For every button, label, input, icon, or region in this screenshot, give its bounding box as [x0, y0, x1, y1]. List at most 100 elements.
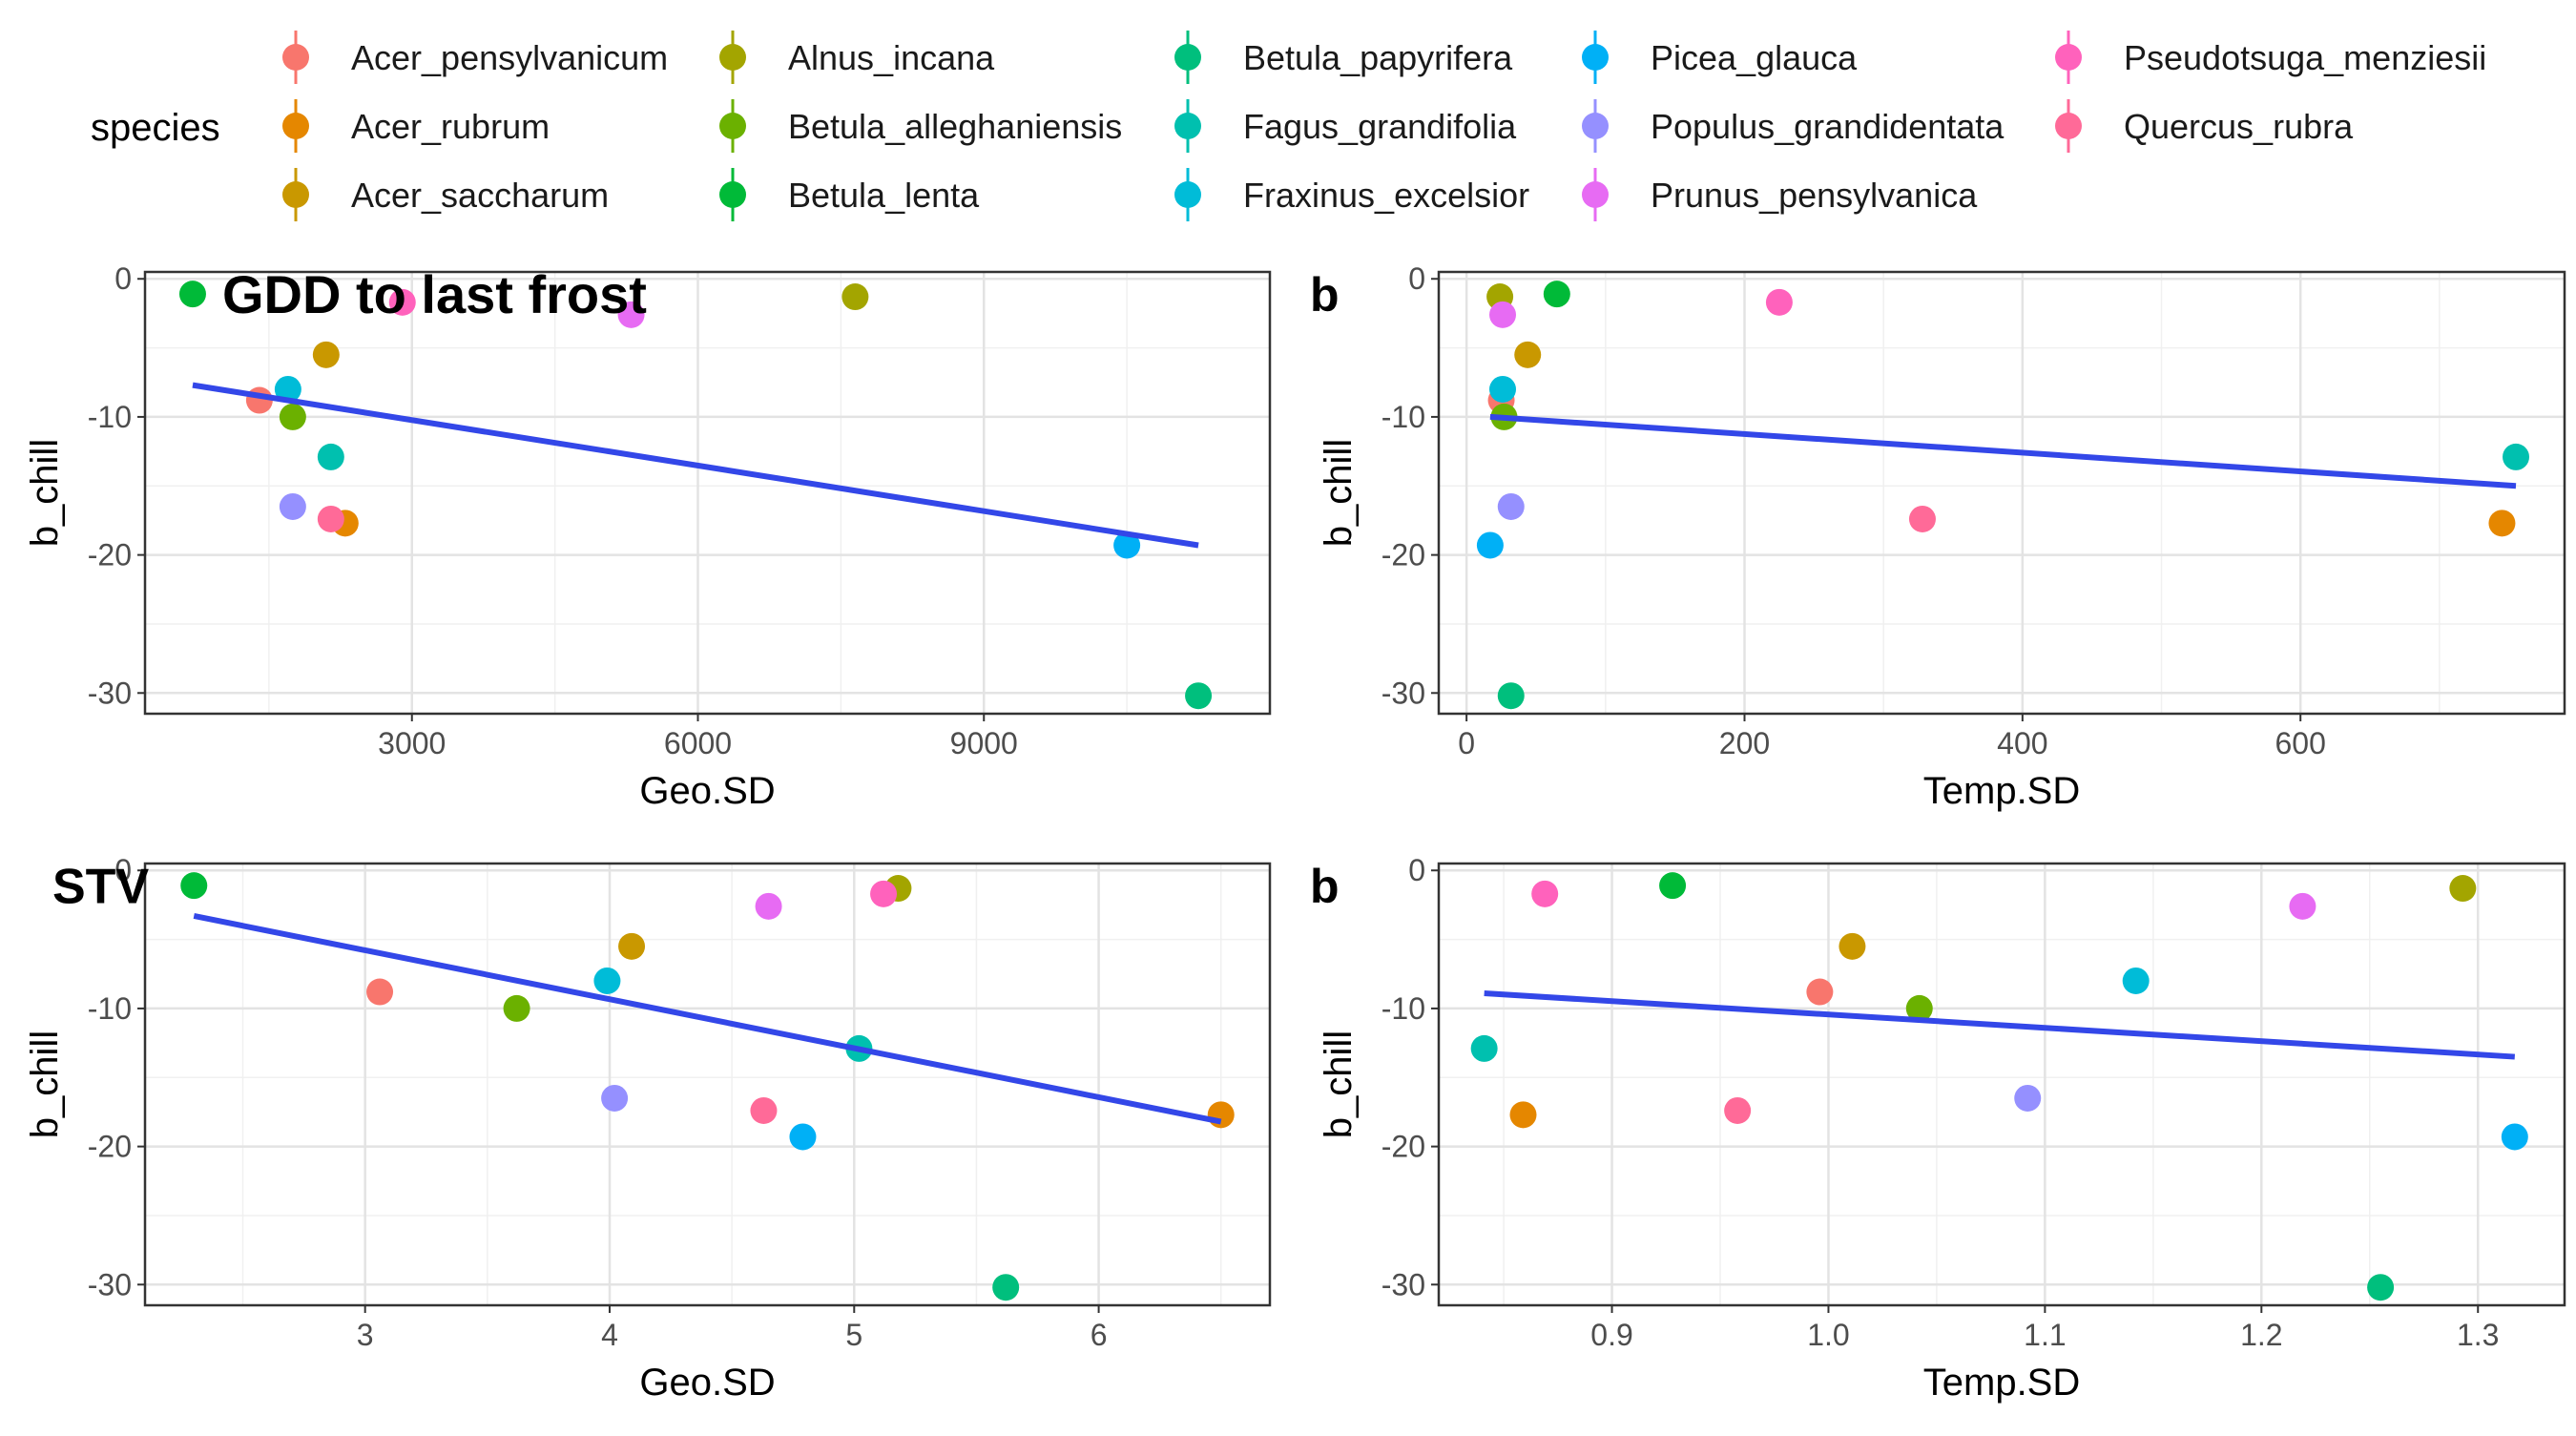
legend-key-dot	[1582, 44, 1609, 71]
legend-key-dot	[719, 181, 746, 208]
legend-item: Betula_papyrifera	[1174, 31, 1513, 84]
data-point	[2488, 510, 2516, 537]
data-point	[750, 1096, 778, 1124]
y-tick-label: -30	[88, 676, 132, 710]
data-point	[178, 281, 206, 308]
data-point	[1489, 375, 1517, 403]
legend-label: Betula_alleghaniensis	[788, 107, 1122, 146]
legend-key-dot	[2055, 44, 2082, 71]
legend-item: Fagus_grandifolia	[1174, 99, 1517, 153]
panel-4: 0.9 1.0 1.1 1.2 1.3 0 -10 -20 -30 Temp.SD b_chill b	[1310, 853, 2566, 1404]
legend-key-dot	[1174, 44, 1201, 71]
x-tick-label: 1.2	[2240, 1318, 2282, 1352]
data-point	[317, 443, 344, 470]
data-point	[503, 994, 530, 1022]
data-point	[317, 505, 344, 532]
data-point	[2449, 875, 2477, 903]
data-point	[601, 1084, 629, 1112]
y-tick-label: -20	[1381, 1130, 1425, 1164]
data-point	[992, 1274, 1020, 1301]
legend-item: Betula_alleghaniensis	[719, 99, 1122, 153]
data-point	[2503, 443, 2530, 470]
legend-item: Betula_lenta	[719, 168, 980, 221]
y-axis-title: b_chill	[24, 1030, 66, 1138]
legend-key-dot	[282, 181, 309, 208]
x-tick-label: 4	[601, 1318, 618, 1352]
x-tick-label: 5	[845, 1318, 862, 1352]
trend-line	[1484, 990, 2515, 1060]
legend-item: Populus_grandidentata	[1582, 99, 2005, 153]
data-point	[1514, 341, 1542, 368]
data-point	[1185, 682, 1213, 710]
data-point	[593, 967, 621, 994]
data-point	[1497, 682, 1525, 710]
data-point	[1905, 994, 1933, 1022]
data-point	[1489, 301, 1517, 328]
y-tick-label: -20	[1381, 538, 1425, 572]
x-tick-label: 3	[357, 1318, 374, 1352]
legend-key-dot	[282, 44, 309, 71]
x-tick-label: 400	[1997, 726, 2047, 760]
y-axis-title: b_chill	[24, 439, 66, 547]
legend-item: Alnus_incana	[719, 31, 995, 84]
legend-label: Acer_saccharum	[351, 176, 609, 215]
data-point	[388, 288, 416, 316]
data-point	[2014, 1084, 2042, 1112]
panel-border	[143, 862, 1272, 1307]
data-point	[755, 892, 782, 920]
x-tick-label: 6	[1091, 1318, 1108, 1352]
data-point	[1207, 1101, 1235, 1129]
data-point	[1908, 505, 1936, 532]
legend-key-dot	[282, 113, 309, 139]
data-point	[245, 386, 273, 414]
legend-key-dot	[1582, 113, 1609, 139]
legend-key-dot	[719, 44, 746, 71]
y-tick-label: 0	[114, 853, 132, 887]
legend-label: Betula_lenta	[788, 176, 980, 215]
legend-item: Prunus_pensylvanica	[1582, 168, 1978, 221]
legend-label: Populus_grandidentata	[1651, 107, 2005, 146]
y-tick-label: 0	[1408, 261, 1425, 296]
y-tick-label: 0	[1408, 853, 1425, 887]
x-tick-label: 1.1	[2024, 1318, 2066, 1352]
legend-item: Quercus_rubra	[2055, 99, 2354, 153]
legend-key-dot	[1174, 113, 1201, 139]
panel-1: 3000 6000 9000 0 -10 -20 -30 Geo.SD b_chill GDD t…	[24, 261, 1272, 812]
data-point	[618, 932, 646, 960]
data-point	[617, 301, 645, 328]
legend-label: Quercus_rubra	[2124, 107, 2354, 146]
data-point	[1839, 932, 1866, 960]
x-axis-title: Geo.SD	[639, 1362, 775, 1404]
y-tick-label: -20	[88, 1130, 132, 1164]
y-tick-label: -30	[1381, 1267, 1425, 1301]
data-point	[1509, 1101, 1537, 1129]
legend-item: Pseudotsuga_menziesii	[2055, 31, 2486, 84]
data-point	[841, 283, 869, 311]
data-point	[1659, 872, 1687, 900]
legend-key-dot	[1582, 181, 1609, 208]
plot-background	[145, 272, 1270, 714]
panel-2: 0 200 400 600 0 -10 -20 -30 Temp.SD b_chill b	[1310, 261, 2566, 812]
legend-item: Acer_pensylvanicum	[282, 31, 668, 84]
trend-line	[192, 382, 1199, 549]
data-point	[180, 872, 208, 900]
y-tick-label: -20	[88, 538, 132, 572]
legend-item: Picea_glauca	[1582, 31, 1858, 84]
legend-label: Alnus_incana	[788, 38, 995, 77]
data-point	[279, 492, 306, 520]
panel-title: b	[1310, 268, 1340, 322]
data-point	[1476, 531, 1504, 559]
data-point	[274, 375, 301, 403]
data-point	[279, 403, 306, 430]
legend-label: Fagus_grandifolia	[1243, 107, 1517, 146]
data-point	[1113, 531, 1141, 559]
legend-label: Pseudotsuga_menziesii	[2124, 38, 2486, 77]
x-tick-label: 6000	[664, 726, 732, 760]
y-tick-label: -10	[88, 991, 132, 1026]
data-point	[870, 880, 898, 907]
x-tick-label: 0.9	[1590, 1318, 1632, 1352]
panel-title: STV	[52, 860, 149, 915]
